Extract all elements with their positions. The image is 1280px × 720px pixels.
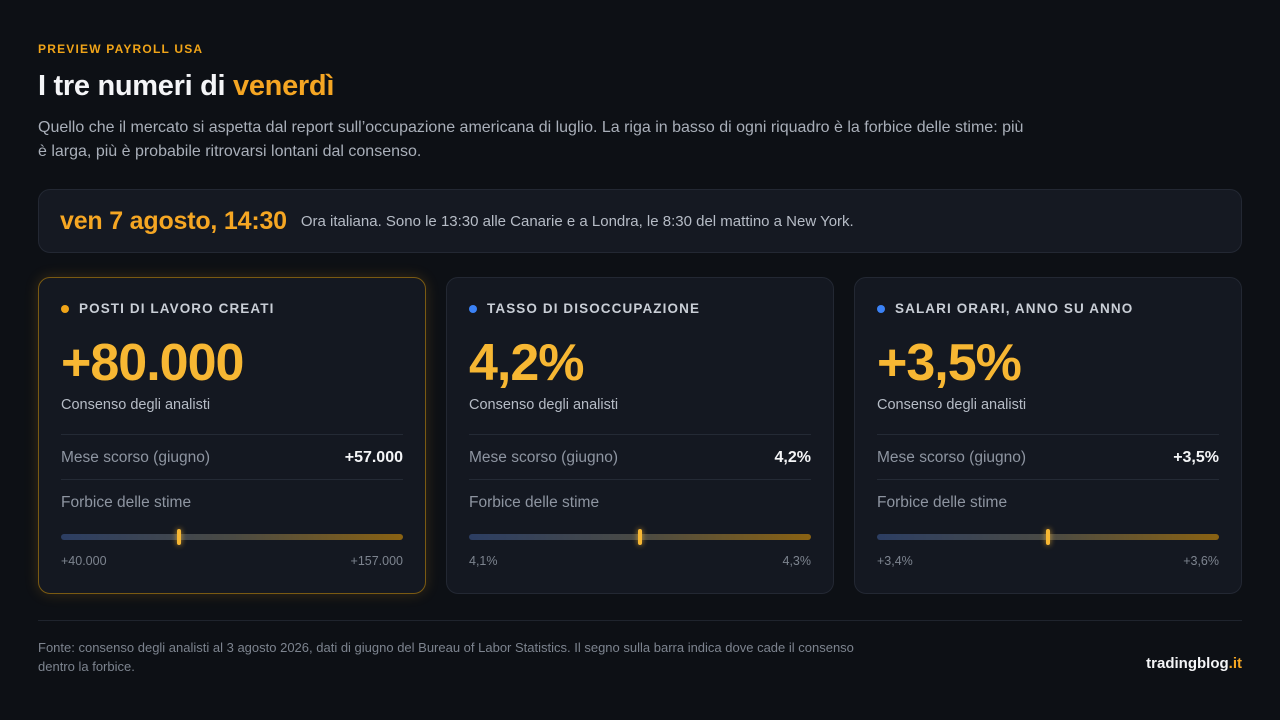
range-min: +40.000 — [61, 554, 107, 568]
page-subtitle: Quello che il mercato si aspetta dal rep… — [38, 119, 1024, 160]
status-dot-icon — [61, 304, 69, 313]
range-max: 4,3% — [782, 554, 812, 568]
previous-month-label: Mese scorso (giugno) — [469, 449, 619, 466]
range-bar — [61, 529, 403, 545]
previous-month-row: Mese scorso (giugno) +3,5% — [877, 449, 1219, 467]
divider — [469, 479, 811, 480]
range-label: Forbice delle stime — [877, 494, 1008, 511]
divider — [469, 434, 811, 435]
release-timezone-note: Ora italiana. Sono le 13:30 alle Canarie… — [300, 212, 854, 230]
range-label: Forbice delle stime — [469, 494, 600, 511]
divider — [61, 479, 403, 480]
consensus-marker — [1046, 529, 1050, 545]
previous-month-value: +3,5% — [1173, 449, 1219, 466]
card-unemployment: TASSO DI DISOCCUPAZIONE 4,2% Consenso de… — [446, 277, 834, 594]
range-bar — [469, 529, 811, 545]
card-wages: SALARI ORARI, ANNO SU ANNO +3,5% Consens… — [854, 277, 1242, 594]
page-title: I tre numeri di venerdì — [38, 70, 334, 103]
brand-tld: .it — [1228, 655, 1242, 672]
range-label: Forbice delle stime — [61, 494, 192, 511]
eyebrow: PREVIEW PAYROLL USA — [38, 42, 204, 56]
brand-logo: tradingblog.it — [1146, 655, 1242, 672]
range-ends: +40.000 +157.000 — [61, 554, 403, 568]
range-bar — [877, 529, 1219, 545]
title-prefix: I tre numeri di — [38, 70, 234, 102]
status-dot-icon — [469, 304, 477, 313]
previous-month-label: Mese scorso (giugno) — [61, 449, 211, 466]
consensus-caption: Consenso degli analisti — [61, 397, 211, 413]
range-ends: +3,4% +3,6% — [877, 554, 1219, 568]
range-min: 4,1% — [469, 554, 498, 568]
card-label-text: SALARI ORARI, ANNO SU ANNO — [895, 301, 1134, 316]
consensus-value: 4,2% — [469, 334, 585, 392]
consensus-marker — [176, 529, 181, 545]
card-label: TASSO DI DISOCCUPAZIONE — [469, 301, 700, 316]
consensus-value: +80.000 — [61, 334, 244, 392]
release-datetime: ven 7 agosto, 14:30 — [60, 206, 287, 235]
footer-divider — [38, 620, 1242, 621]
previous-month-row: Mese scorso (giugno) 4,2% — [469, 449, 811, 467]
range-max: +157.000 — [350, 554, 403, 568]
brand-name: tradingblog — [1146, 655, 1229, 672]
card-label: POSTI DI LAVORO CREATI — [61, 301, 274, 316]
divider — [877, 479, 1219, 480]
consensus-caption: Consenso degli analisti — [877, 397, 1027, 413]
card-label-text: POSTI DI LAVORO CREATI — [79, 301, 275, 316]
title-accent: venerdì — [233, 70, 335, 102]
divider — [877, 434, 1219, 435]
card-label: SALARI ORARI, ANNO SU ANNO — [877, 301, 1133, 316]
source-note: Fonte: consenso degli analisti al 3 agos… — [38, 640, 854, 674]
release-time-bar: ven 7 agosto, 14:30 Ora italiana. Sono l… — [38, 189, 1242, 253]
consensus-marker — [638, 529, 642, 545]
card-label-text: TASSO DI DISOCCUPAZIONE — [487, 301, 701, 316]
divider — [61, 434, 403, 435]
range-max: +3,6% — [1183, 554, 1219, 568]
status-dot-icon — [877, 304, 885, 313]
previous-month-value: +57.000 — [344, 449, 403, 466]
card-jobs: POSTI DI LAVORO CREATI +80.000 Consenso … — [38, 277, 426, 594]
range-min: +3,4% — [877, 554, 913, 568]
previous-month-label: Mese scorso (giugno) — [877, 449, 1027, 466]
range-ends: 4,1% 4,3% — [469, 554, 811, 568]
previous-month-row: Mese scorso (giugno) +57.000 — [61, 449, 403, 467]
consensus-caption: Consenso degli analisti — [469, 397, 619, 413]
consensus-value: +3,5% — [877, 334, 1022, 392]
previous-month-value: 4,2% — [774, 449, 811, 466]
